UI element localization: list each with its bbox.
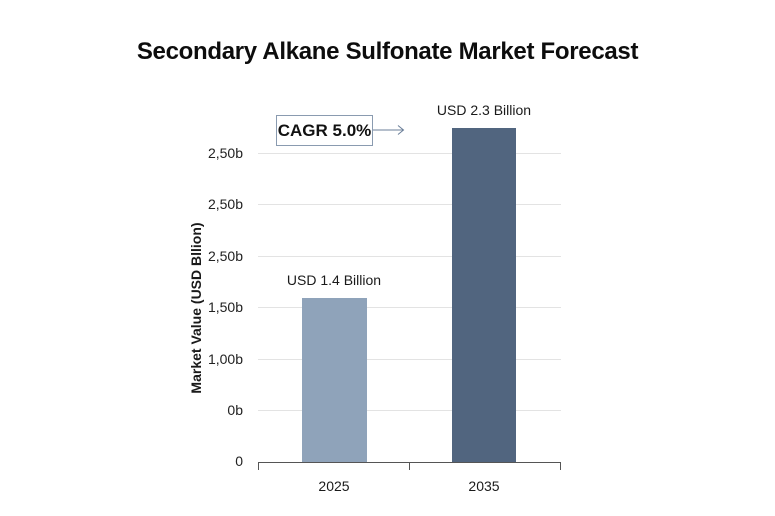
bar-value-label-2025: USD 1.4 Billion — [286, 272, 382, 288]
x-tick-label-2035: 2035 — [468, 478, 500, 494]
y-tick-label: 0b — [227, 402, 243, 418]
x-axis-tick — [258, 462, 259, 470]
chart-title: Secondary Alkane Sulfonate Market Foreca… — [136, 38, 639, 65]
bar-2035 — [452, 128, 516, 462]
y-tick-label: 1,50b — [207, 299, 243, 315]
y-tick-label: 2,50b — [207, 145, 243, 161]
gridline — [258, 153, 561, 154]
gridline — [258, 410, 561, 411]
gridline — [258, 307, 561, 308]
gridline — [258, 204, 561, 205]
x-tick-label-2025: 2025 — [318, 478, 350, 494]
cagr-annotation-box: CAGR 5.0% — [276, 115, 373, 146]
cagr-label: CAGR 5.0% — [277, 120, 372, 140]
arrow-right-icon — [373, 125, 405, 135]
x-axis-tick — [560, 462, 561, 470]
gridline — [258, 256, 561, 257]
y-tick-label: 0 — [235, 453, 243, 469]
bar-2025 — [302, 298, 367, 462]
gridline — [258, 359, 561, 360]
y-tick-label: 2,50b — [207, 248, 243, 264]
y-axis-label: Market Value (USD Bllion) — [188, 222, 204, 394]
y-tick-label: 1,00b — [207, 351, 243, 367]
y-tick-label: 2,50b — [207, 196, 243, 212]
x-axis-tick — [409, 462, 410, 470]
bar-value-label-2035: USD 2.3 Billion — [436, 102, 532, 118]
